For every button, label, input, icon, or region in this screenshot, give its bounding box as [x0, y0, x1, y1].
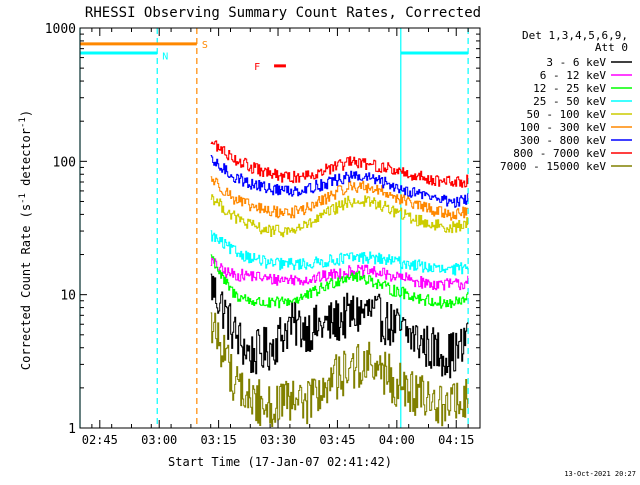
x-tick-label: 02:45: [82, 433, 118, 447]
series-line: [210, 176, 469, 221]
plot-timestamp: 13-Oct-2021 20:27: [564, 470, 636, 478]
series-layer: [210, 140, 469, 427]
legend-entry-label: 50 - 100 keV: [527, 108, 607, 121]
legend-entry-label: 800 - 7000 keV: [513, 147, 606, 160]
x-tick-label: 03:00: [141, 433, 177, 447]
legend-header: Det 1,3,4,5,6,9,: [522, 29, 628, 42]
series-line: [210, 257, 469, 291]
series-line: [210, 312, 469, 427]
chart-title: RHESSI Observing Summary Count Rates, Co…: [85, 5, 481, 21]
x-tick-label: 03:15: [201, 433, 237, 447]
series-line: [210, 254, 469, 309]
legend-entry-label: 3 - 6 keV: [546, 56, 606, 69]
y-tick-label: 10: [60, 289, 76, 304]
x-tick-label: 04:00: [379, 433, 415, 447]
legend-entry-label: 300 - 800 keV: [520, 134, 606, 147]
y-tick-label: 1: [68, 422, 76, 437]
y-axis-label-main: Corrected Count Rate (s: [19, 204, 33, 370]
y-tick-label: 100: [53, 155, 76, 170]
legend-entry-label: 7000 - 15000 keV: [500, 160, 606, 173]
legend-header: Att 0: [595, 41, 628, 54]
x-axis-label: Start Time (17-Jan-07 02:41:42): [168, 455, 392, 469]
x-tick-label: 03:30: [260, 433, 296, 447]
legend-entry-label: 6 - 12 keV: [540, 69, 607, 82]
flag-annotation-f: F: [254, 62, 260, 73]
flag-annotation-s: S: [202, 40, 208, 51]
axis-layer: 1 10 100 1000 02:45 03:00 03:15 03:30 03:45 04:00…: [45, 22, 480, 447]
y-tick-label: 1000: [45, 22, 76, 37]
y-axis-label-end: ): [19, 110, 33, 117]
x-tick-label: 03:45: [319, 433, 355, 447]
legend-entry-label: 100 - 300 keV: [520, 121, 606, 134]
series-line: [210, 194, 469, 238]
flag-annotation-n: N: [162, 52, 168, 63]
x-tick-label: 04:15: [438, 433, 474, 447]
series-line: [210, 230, 469, 276]
series-line: [210, 155, 469, 208]
series-line: [210, 273, 469, 379]
legend-entry-label: 12 - 25 keV: [533, 82, 606, 95]
y-axis-label-exponent-1: -1: [18, 193, 28, 204]
plot-frame: [79, 27, 481, 429]
y-axis-label: Corrected Count Rate (s-1 detector-1): [18, 110, 33, 370]
series-line: [210, 140, 469, 188]
legend-entry-label: 25 - 50 keV: [533, 95, 606, 108]
y-axis-label-exponent-2: -1: [18, 117, 28, 128]
y-axis-label-middle: detector: [19, 128, 33, 193]
